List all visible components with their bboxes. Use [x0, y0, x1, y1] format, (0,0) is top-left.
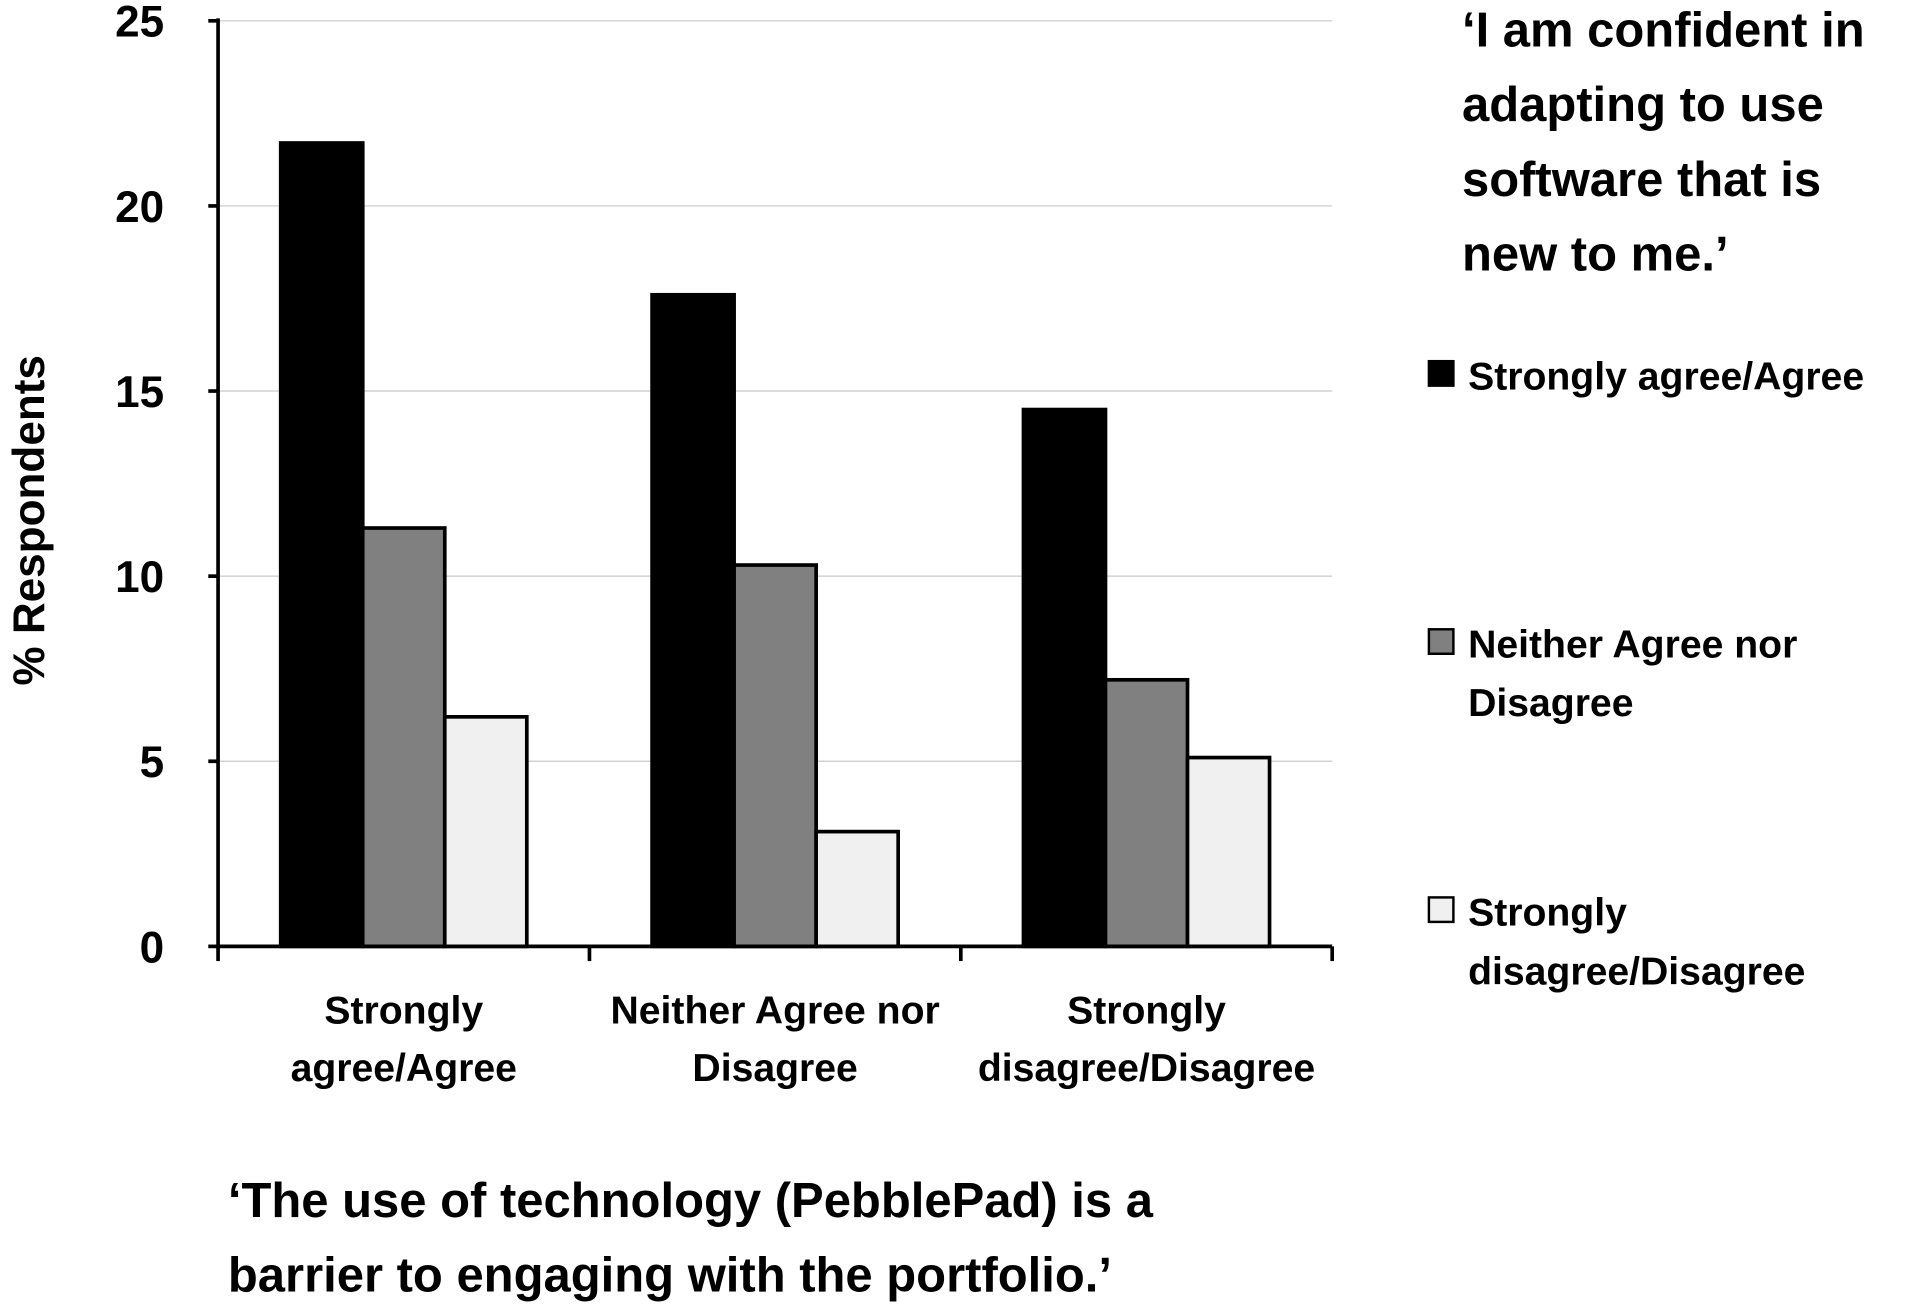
bar-2-2 — [732, 563, 818, 949]
legend: Strongly agree/Agree Neither Agree nor Dis… — [1427, 355, 1864, 993]
x-axis-label: ‘The use of technology (PebblePad) is a — [228, 1174, 1154, 1228]
bar-2-1 — [360, 526, 447, 949]
legend-label: Strongly — [1468, 892, 1627, 935]
legend-label: Strongly agree/Agree — [1468, 355, 1864, 398]
x-tick-label: Disagree — [692, 1047, 857, 1090]
y-tick-label: 0 — [140, 923, 165, 972]
legend-swatch — [1427, 628, 1455, 655]
legend-label: Neither Agree nor — [1468, 623, 1797, 666]
x-axis-label: barrier to engaging with the portfolio.’ — [228, 1249, 1112, 1303]
labels: 0 5 10 15 20 25 Strongly agree/Agree Neither Agr… — [5, 0, 1864, 1303]
bar-3-1 — [442, 715, 529, 949]
legend-swatch — [1427, 896, 1455, 924]
legend-label: disagree/Disagree — [1468, 950, 1805, 993]
chart-title: software that is — [1462, 153, 1821, 207]
bars — [278, 141, 1272, 949]
bar-1-1 — [278, 141, 365, 949]
bar-3-2 — [814, 829, 901, 949]
x-tick-label: Strongly — [1067, 990, 1226, 1033]
bar-2-3 — [1103, 677, 1190, 949]
y-tick-label: 10 — [115, 553, 164, 602]
x-tick-label: agree/Agree — [291, 1047, 517, 1090]
chart-title: ‘I am confident in — [1462, 4, 1865, 58]
bar-1-3 — [1021, 407, 1108, 949]
y-tick-label: 5 — [140, 738, 165, 787]
x-tick-label: disagree/Disagree — [978, 1047, 1315, 1090]
bar-1-2 — [650, 292, 736, 949]
y-tick-label: 15 — [115, 368, 164, 417]
legend-label: Disagree — [1468, 682, 1633, 725]
bar-3-3 — [1185, 755, 1272, 949]
legend-swatch — [1427, 359, 1455, 387]
x-tick-label: Neither Agree nor — [610, 990, 939, 1033]
y-axis-label: % Respondents — [5, 355, 54, 686]
chart-title: adapting to use — [1462, 78, 1824, 132]
axes — [208, 18, 1335, 962]
y-tick-label: 20 — [115, 183, 164, 232]
x-tick-label: Strongly — [324, 990, 483, 1033]
chart-title: new to me.’ — [1462, 228, 1729, 282]
y-tick-label: 25 — [115, 0, 164, 47]
